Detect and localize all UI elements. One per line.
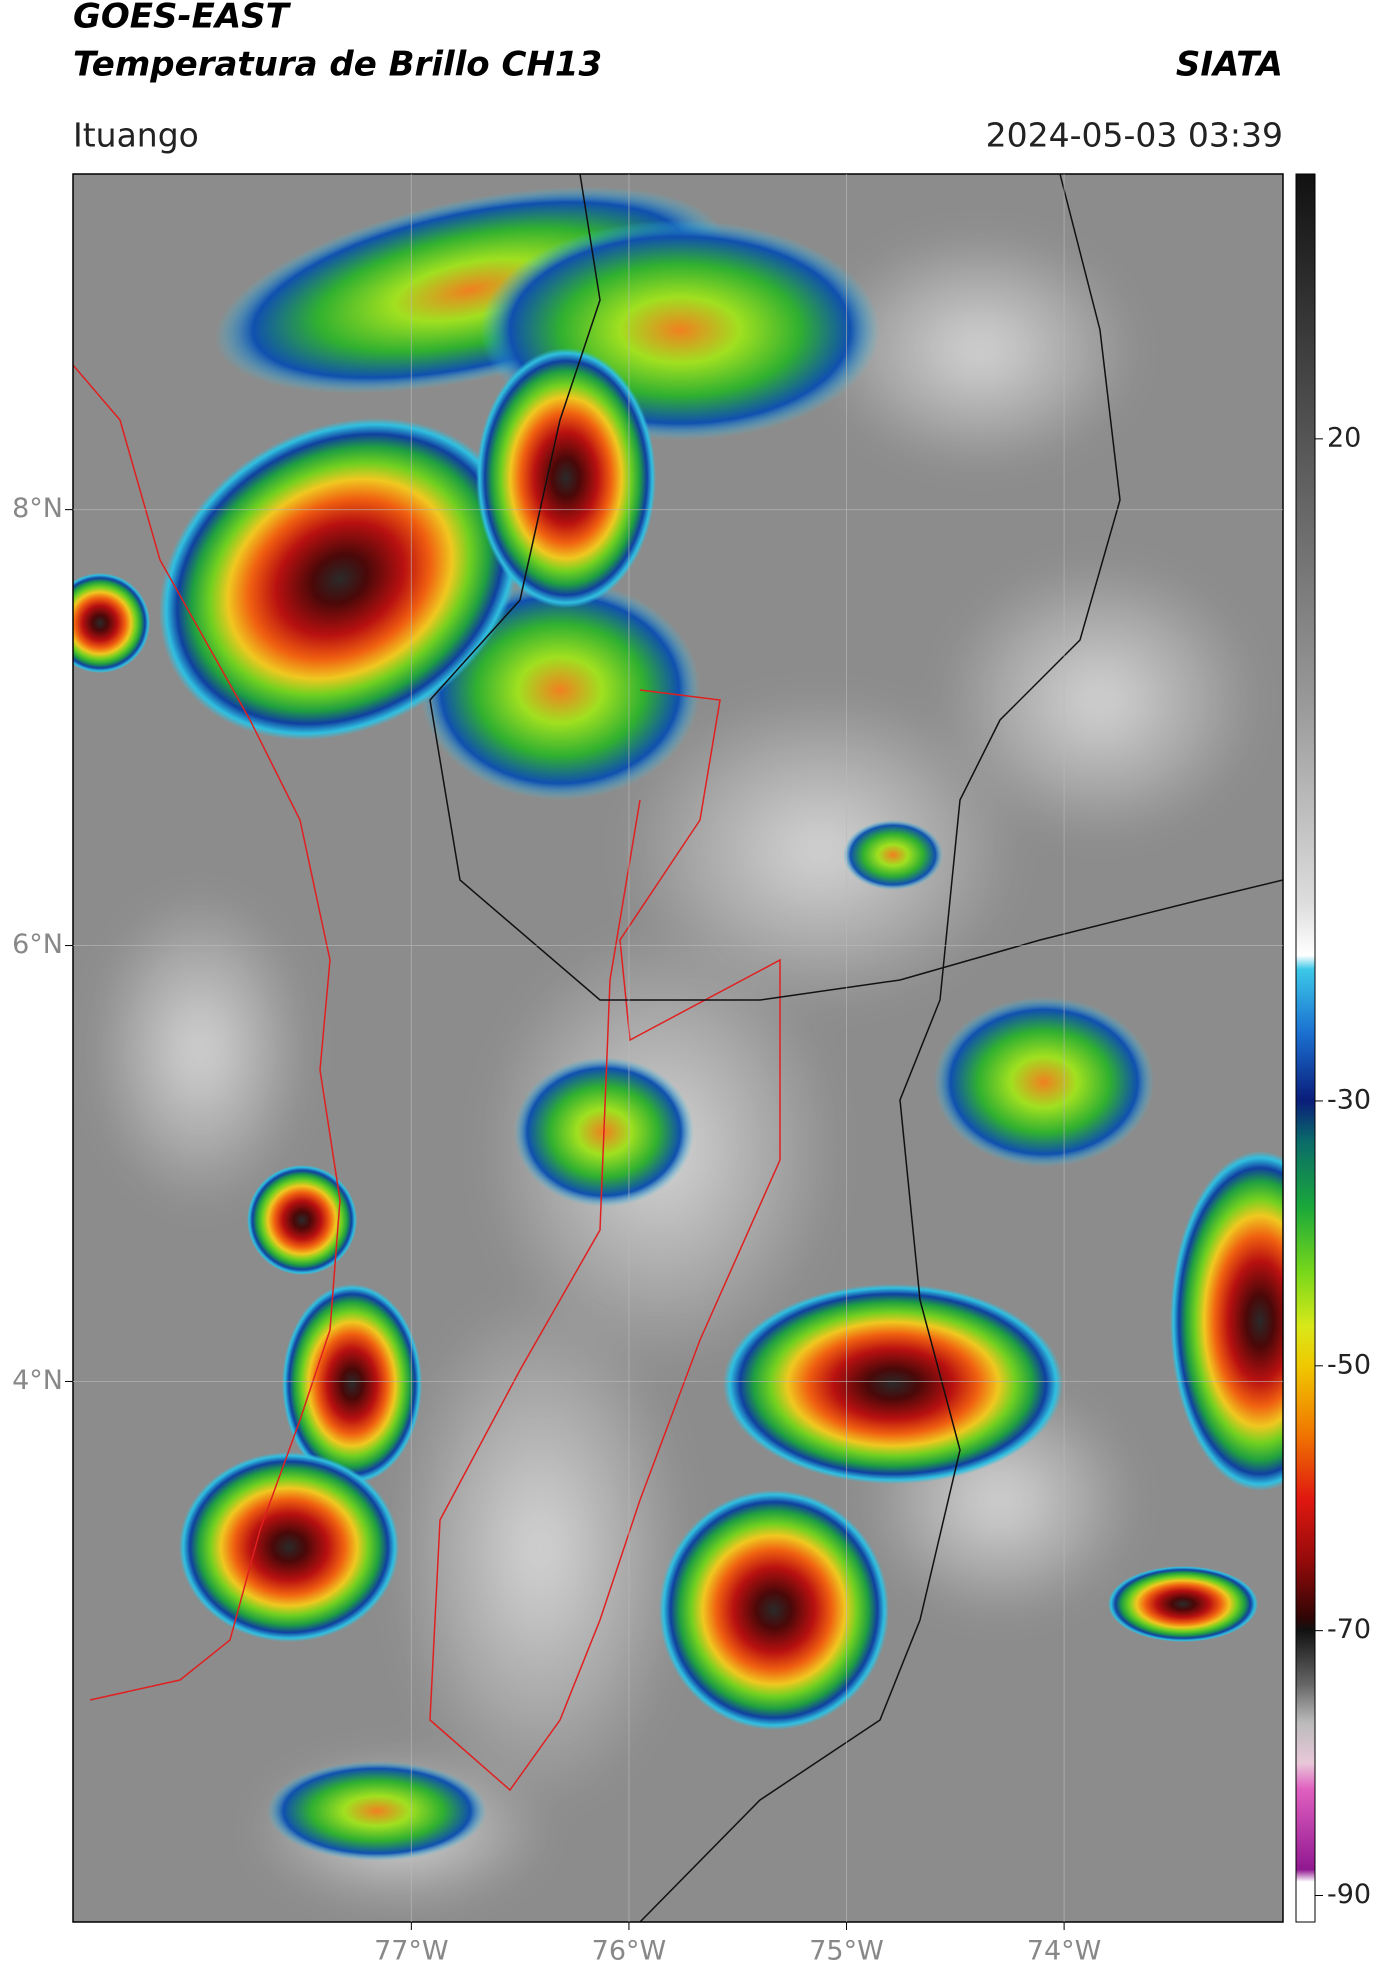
source: SIATA bbox=[1176, 45, 1283, 85]
y-tick-label: 4°N bbox=[12, 1365, 63, 1396]
map-frame bbox=[72, 173, 1284, 1923]
colorbar bbox=[1295, 173, 1316, 1923]
colorbar-tick-label: -90 bbox=[1327, 1879, 1371, 1910]
y-tick-label: 8°N bbox=[12, 493, 63, 524]
location: Ituango bbox=[73, 116, 199, 155]
datetime: 2024-05-03 03:39 bbox=[986, 116, 1283, 155]
y-tick-label: 6°N bbox=[12, 929, 63, 960]
subtitle: Temperatura de Brillo CH13 bbox=[73, 45, 602, 85]
colorbar-tick-label: -30 bbox=[1327, 1084, 1371, 1115]
colorbar-tick-label: -50 bbox=[1327, 1349, 1371, 1380]
colorbar-tick-label: 20 bbox=[1327, 422, 1361, 453]
satellite-image bbox=[73, 174, 1283, 1922]
colorbar-tick-label: -70 bbox=[1327, 1614, 1371, 1645]
x-tick-label: 74°W bbox=[1027, 1936, 1102, 1967]
x-tick-label: 75°W bbox=[809, 1936, 884, 1967]
x-tick-label: 77°W bbox=[374, 1936, 449, 1967]
title: GOES-EAST bbox=[73, 0, 292, 37]
x-tick-label: 76°W bbox=[592, 1936, 667, 1967]
